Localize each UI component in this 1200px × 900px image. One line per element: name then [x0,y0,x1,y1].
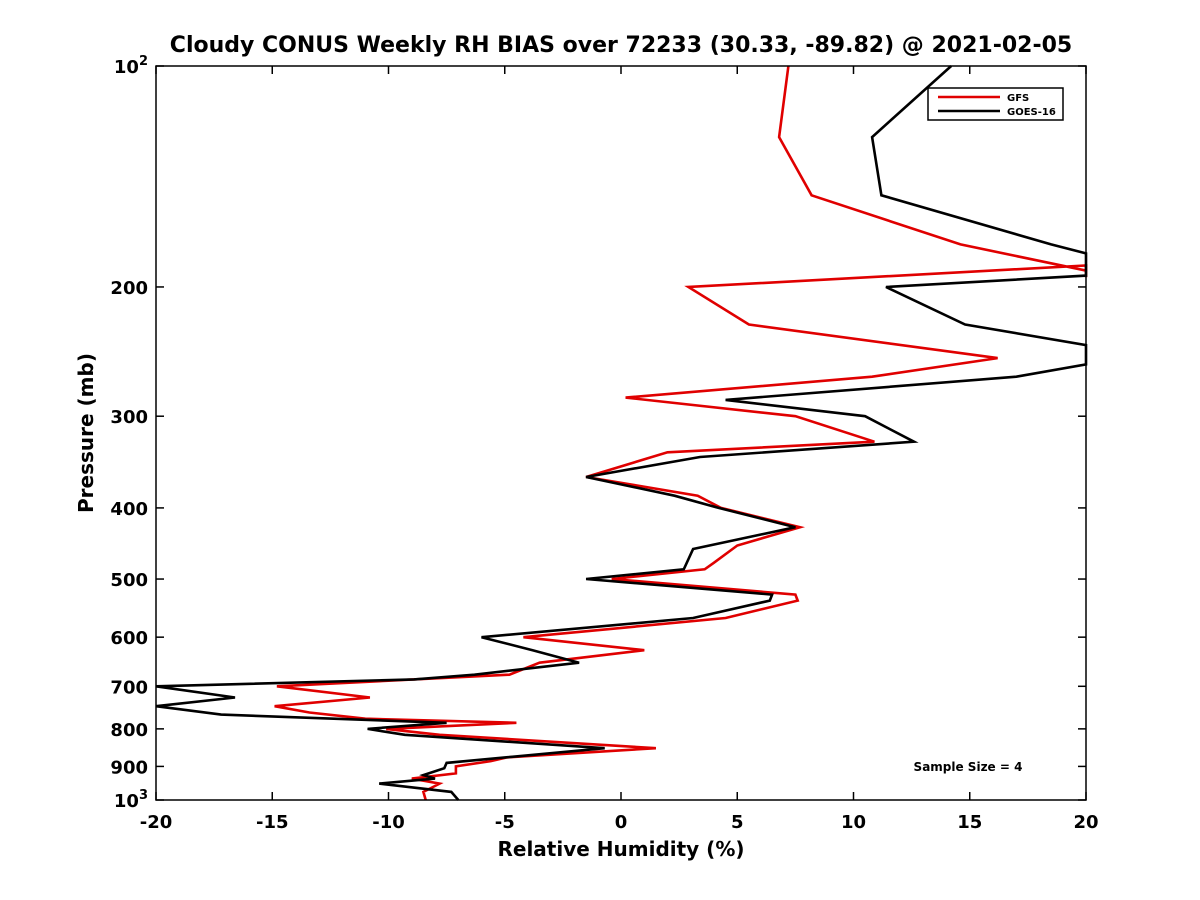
y-tick-label: 500 [110,570,148,591]
x-tick-label: 0 [615,812,628,833]
series-layer [155,65,1088,801]
y-tick-label: 300 [110,407,148,428]
chart-title: Cloudy CONUS Weekly RH BIAS over 72233 (… [170,33,1072,58]
y-tick-label: 600 [110,628,148,649]
x-tick-label: -20 [140,812,173,833]
series-line-gfs [274,65,1088,801]
y-tick-label: 900 [110,757,148,778]
y-tick-label: 400 [110,499,148,520]
x-tick-label: 10 [841,812,866,833]
x-tick-label: -15 [256,812,289,833]
y-axis-label: Pressure (mb) [74,353,98,513]
y-axis-ticks: 102 200 300 400 500 600 700 800 900 103 [110,54,1086,812]
legend-box [927,87,1064,121]
plot-area: -20 -15 -10 -5 0 5 10 15 20 102 200 300 400 500 600 70… [110,54,1098,833]
y-tick-label: 103 [114,788,148,812]
y-tick-label: 700 [110,677,148,698]
sample-size-annotation: Sample Size = 4 [914,760,1023,774]
y-tick-label: 800 [110,720,148,741]
x-axis-ticks: -20 -15 -10 -5 0 5 10 15 20 [140,66,1099,833]
x-tick-label: 15 [957,812,982,833]
x-tick-label: 5 [731,812,744,833]
y-tick-label: 200 [110,278,148,299]
x-axis-label: Relative Humidity (%) [497,837,744,861]
legend: GFS GOES-16 [927,87,1064,121]
x-tick-label: 20 [1073,812,1098,833]
x-tick-label: -5 [495,812,515,833]
x-tick-label: -10 [372,812,405,833]
y-tick-label: 102 [114,54,148,78]
legend-label-gfs: GFS [1007,93,1029,104]
legend-label-goes16: GOES-16 [1007,107,1056,118]
series-line-goes16 [155,65,1088,801]
